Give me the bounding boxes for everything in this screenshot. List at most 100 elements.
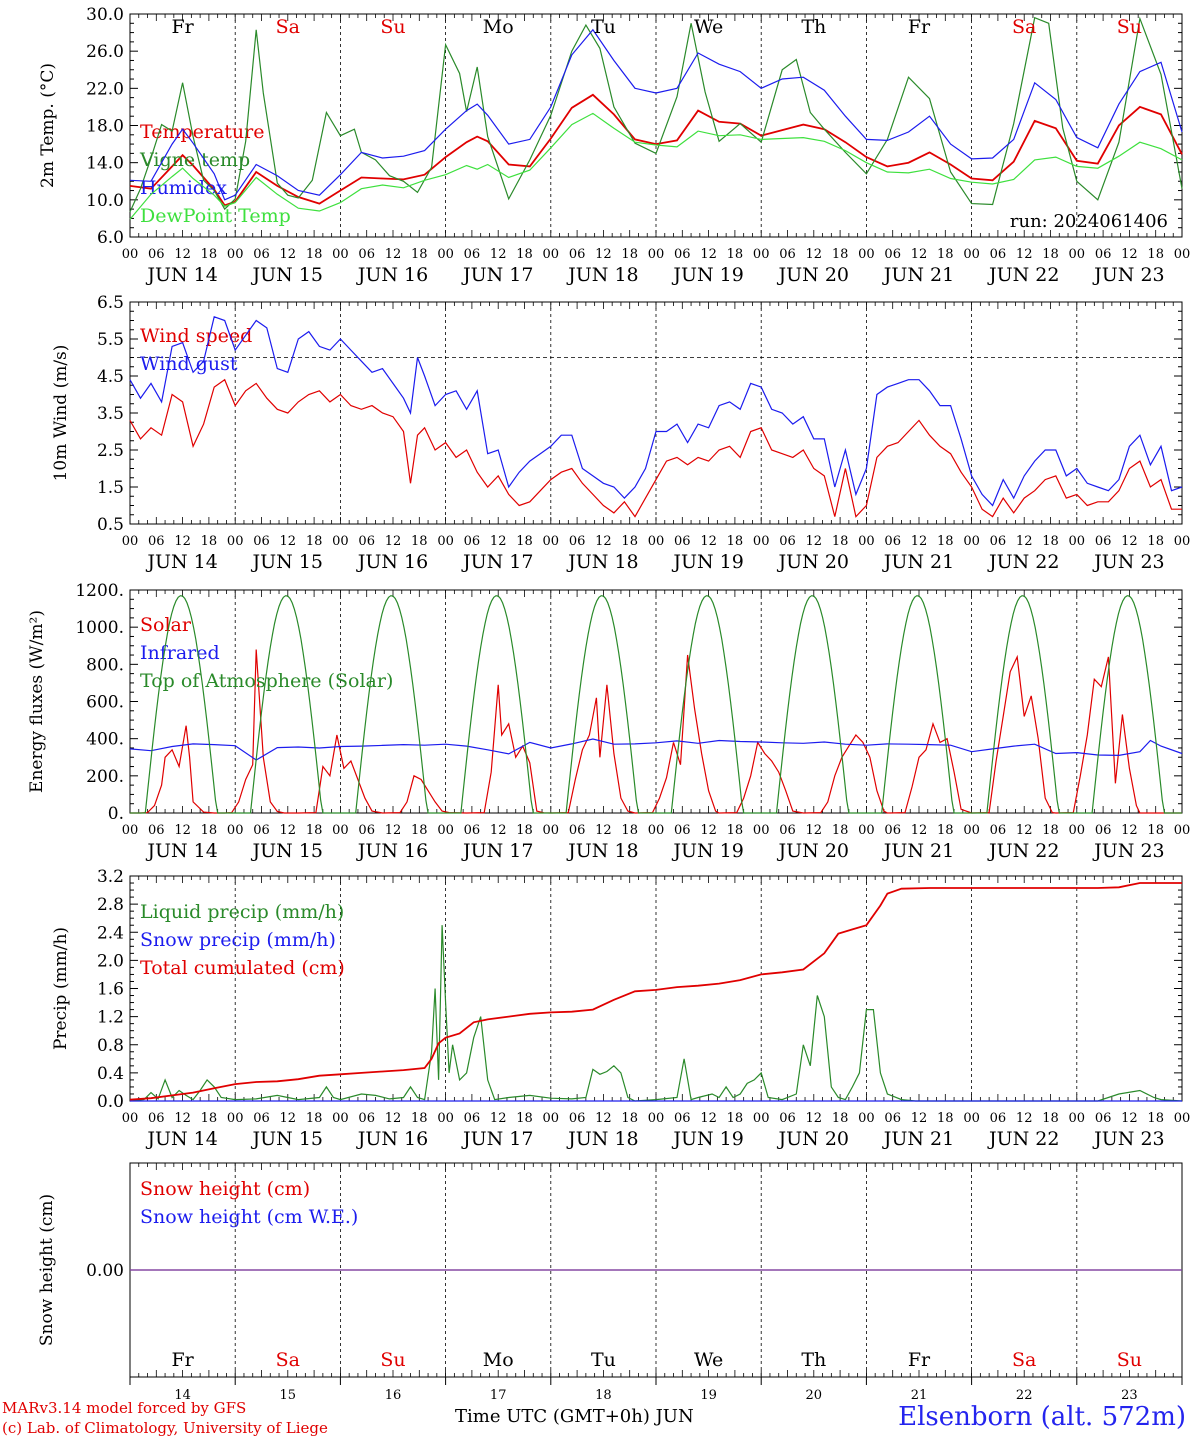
panel3-hour-label: 12 <box>385 823 402 838</box>
panel1-hour-label: 00 <box>227 247 244 262</box>
panel4-hour-label: 18 <box>621 1111 638 1126</box>
day-number-label: 14 <box>174 1388 191 1403</box>
panel4-hour-label: 00 <box>1069 1111 1086 1126</box>
panel2-hour-label: 18 <box>1042 534 1059 549</box>
panel1-hour-label: 12 <box>490 247 507 262</box>
panel1-date-label: JUN 17 <box>461 264 533 286</box>
panel1-hour-label: 06 <box>569 247 586 262</box>
panel1-hour-label: 06 <box>674 247 691 262</box>
panel4-y-tick-label: 0.0 <box>97 1092 124 1112</box>
panel4-hour-label: 18 <box>201 1111 218 1126</box>
weekday-label-top: Mo <box>483 16 514 38</box>
panel3-hour-label: 06 <box>464 823 481 838</box>
panel1-hour-label: 06 <box>779 247 796 262</box>
panel2-date-label: JUN 17 <box>461 551 533 573</box>
panel2-hour-label: 06 <box>1095 534 1112 549</box>
panel2-hour-label: 18 <box>306 534 323 549</box>
panel4-hour-label: 06 <box>779 1111 796 1126</box>
panel3-y-tick-label: 200. <box>86 767 124 787</box>
panel1-hour-label: 06 <box>884 247 901 262</box>
panel4-date-label: JUN 16 <box>356 1128 428 1150</box>
panel4-y-tick-label: 0.4 <box>97 1064 124 1084</box>
model-credit: MARv3.14 model forced by GFS <box>2 1399 247 1417</box>
panel4-y-tick-label: 1.6 <box>97 980 124 1000</box>
panel4-hour-label: 12 <box>490 1111 507 1126</box>
panel4-hour-label: 06 <box>464 1111 481 1126</box>
panel3-date-label: JUN 15 <box>251 840 323 862</box>
panel2-hour-label: 00 <box>1069 534 1086 549</box>
panel3-hour-label: 18 <box>1042 823 1059 838</box>
panel3-series-infrared <box>129 738 1183 761</box>
panel4-hour-label: 12 <box>700 1111 717 1126</box>
panel1-hour-label: 00 <box>122 247 139 262</box>
panel2-hour-label: 12 <box>1016 534 1033 549</box>
panel1-date-label: JUN 18 <box>566 264 638 286</box>
panel3-y-label: Energy fluxes (W/m²) <box>27 610 47 793</box>
panel3-hour-label: 12 <box>806 823 823 838</box>
panel3-hour-label: 12 <box>595 823 612 838</box>
lab-credit: (c) Lab. of Climatology, University of L… <box>2 1419 328 1437</box>
panel3-hour-label: 06 <box>674 823 691 838</box>
panel4-hour-label: 12 <box>1121 1111 1138 1126</box>
panel3-hour-label: 12 <box>490 823 507 838</box>
weekday-label-bottom: Su <box>1117 1349 1142 1371</box>
panel3-hour-label: 00 <box>1174 823 1191 838</box>
panel3-y-tick-label: 600. <box>86 693 124 713</box>
panel3-hour-label: 06 <box>358 823 375 838</box>
panel1-y-tick-label: 6.0 <box>97 228 124 248</box>
panel1-hour-label: 00 <box>858 247 875 262</box>
panel4-series-snow-precip-mm-h-legend: Snow precip (mm/h) <box>140 929 336 951</box>
panel4-date-label: JUN 15 <box>251 1128 323 1150</box>
panel1-hour-label: 18 <box>1042 247 1059 262</box>
panel4-y-tick-label: 1.2 <box>97 1008 124 1028</box>
panel3-date-label: JUN 17 <box>461 840 533 862</box>
panel1-y-label: 2m Temp. (°C) <box>38 63 58 188</box>
panel4-date-label: JUN 19 <box>671 1128 743 1150</box>
panel2-hour-label: 12 <box>806 534 823 549</box>
day-number-label: 19 <box>700 1388 717 1403</box>
weekday-label-bottom: Th <box>801 1349 826 1371</box>
panel2-date-label: JUN 22 <box>987 551 1059 573</box>
panel2-date-label: JUN 19 <box>671 551 743 573</box>
panel1-hour-label: 06 <box>253 247 270 262</box>
day-number-label: 21 <box>911 1388 928 1403</box>
panel2-y-tick-label: 5.5 <box>97 330 124 350</box>
panel1-date-label: JUN 20 <box>777 264 849 286</box>
panel1-y-tick-label: 22.0 <box>86 79 124 99</box>
weekday-label-bottom: Mo <box>483 1349 514 1371</box>
panel2-hour-label: 18 <box>411 534 428 549</box>
panel1-hour-label: 12 <box>385 247 402 262</box>
panel3-hour-label: 18 <box>1147 823 1164 838</box>
panel2-hour-label: 12 <box>174 534 191 549</box>
panel1-hour-label: 12 <box>700 247 717 262</box>
panel4-hour-label: 12 <box>806 1111 823 1126</box>
panel2-hour-label: 06 <box>990 534 1007 549</box>
panel4-hour-label: 06 <box>1095 1111 1112 1126</box>
panel4-hour-label: 18 <box>1042 1111 1059 1126</box>
panel2-hour-label: 06 <box>884 534 901 549</box>
panel4-hour-label: 18 <box>937 1111 954 1126</box>
panel4-hour-label: 00 <box>227 1111 244 1126</box>
panel2-hour-label: 00 <box>543 534 560 549</box>
panel2-hour-label: 12 <box>595 534 612 549</box>
panel2-hour-label: 18 <box>201 534 218 549</box>
panel1-date-label: JUN 19 <box>671 264 743 286</box>
panel1-hour-label: 06 <box>148 247 165 262</box>
panel3-hour-label: 18 <box>832 823 849 838</box>
panel4-hour-label: 00 <box>1174 1111 1191 1126</box>
panel3-series-top-of-atmosphere-solar <box>130 595 1182 814</box>
panel5-series-snow-height-cm-legend: Snow height (cm) <box>140 1178 310 1200</box>
panel1-hour-label: 06 <box>358 247 375 262</box>
panel2-hour-label: 06 <box>464 534 481 549</box>
panel3-hour-label: 00 <box>437 823 454 838</box>
panel3-date-label: JUN 21 <box>882 840 954 862</box>
day-number-label: 23 <box>1121 1388 1138 1403</box>
panel4-hour-label: 18 <box>411 1111 428 1126</box>
weekday-label-bottom: Fr <box>171 1349 194 1371</box>
panel2-hour-label: 18 <box>832 534 849 549</box>
panel4-hour-label: 12 <box>280 1111 297 1126</box>
panel3-date-label: JUN 14 <box>145 840 217 862</box>
panel3-hour-label: 00 <box>122 823 139 838</box>
panel1-frame <box>129 13 1183 238</box>
panel2-hour-label: 18 <box>1147 534 1164 549</box>
